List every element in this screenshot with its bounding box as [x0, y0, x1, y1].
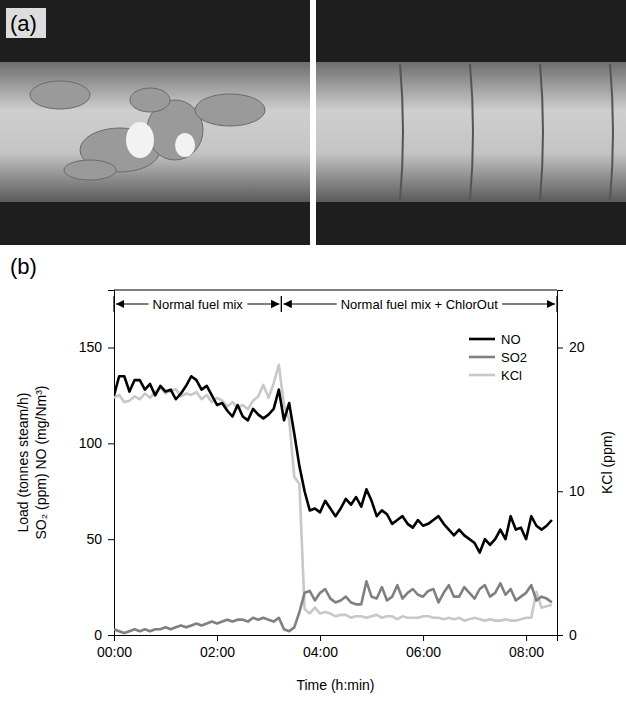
- x-tick-mark: [526, 635, 527, 641]
- y-tick: 150: [79, 339, 114, 355]
- legend-label: SO2: [501, 350, 527, 365]
- y-tick-label: 100: [79, 435, 103, 451]
- series-line: [114, 581, 552, 633]
- y2-tick-label: 0: [569, 627, 577, 643]
- panel-label: (a): [10, 11, 37, 36]
- deposit: [195, 94, 265, 126]
- tube-seam: [470, 64, 473, 200]
- y2-tick-mark: [557, 348, 563, 349]
- y2-tick: 10: [557, 483, 585, 499]
- axis-line: [558, 291, 564, 636]
- bare-metal: [126, 122, 154, 158]
- tube-seam: [610, 64, 613, 200]
- legend-label: KCl: [501, 368, 522, 383]
- x-tick-mark: [320, 635, 321, 641]
- y-tick-label: 150: [79, 339, 103, 355]
- deposit: [30, 81, 90, 109]
- annotation-bar: [281, 296, 282, 312]
- tube: [0, 62, 310, 202]
- annotation-text: Normal fuel mix + ChlorOut: [341, 297, 499, 312]
- label-patch: [6, 8, 46, 38]
- annotation-bar: [281, 296, 282, 312]
- x-tick-label: 02:00: [200, 644, 235, 660]
- panel-a: (a): [0, 0, 626, 245]
- y-tick: 100: [79, 435, 114, 451]
- y2-tick-label: 10: [569, 483, 585, 499]
- y-tick-mark: [108, 348, 114, 349]
- series-line: [114, 376, 552, 552]
- annotation: Normal fuel mix: [114, 296, 281, 313]
- y-tick: 50: [86, 531, 114, 547]
- photo-background: [316, 0, 626, 245]
- y-tick-label: 0: [94, 627, 102, 643]
- x-tick-label: 04:00: [303, 644, 338, 660]
- y-tick-mark: [108, 443, 114, 444]
- annotation-text: Normal fuel mix: [153, 297, 244, 312]
- y2-tick: 0: [557, 627, 577, 643]
- y2-tick: 20: [557, 339, 585, 355]
- y-axis-title: Load (tonnes steam/h): [15, 392, 31, 532]
- x-axis: 00:00 02:00 04:00 06:00 08:00: [97, 635, 558, 660]
- legend: NO SO2 KCl: [469, 332, 527, 383]
- x-tick-label: 08:00: [509, 644, 544, 660]
- axis-line: [115, 636, 558, 642]
- x-axis-title: Time (h:min): [296, 677, 374, 693]
- panel-label: (b): [10, 254, 37, 279]
- tube: [316, 62, 626, 202]
- deposit: [130, 88, 170, 112]
- annotation-patch: [149, 296, 248, 313]
- x-tick: 06:00: [406, 635, 441, 660]
- x-tick-label: 06:00: [406, 644, 441, 660]
- y-tick-mark: [108, 635, 114, 636]
- x-tick-label: 00:00: [97, 644, 132, 660]
- y2-tick-mark: [557, 491, 563, 492]
- legend-swatch: [469, 356, 495, 359]
- y2-tick-mark: [557, 635, 563, 636]
- annotation-bar: [556, 296, 557, 312]
- x-tick: 08:00: [509, 635, 544, 660]
- bare-metal: [175, 133, 195, 157]
- y2-axis: 0 10 20: [557, 291, 585, 643]
- legend-label: NO: [501, 332, 521, 347]
- tube-seam: [540, 64, 543, 200]
- x-tick-mark: [217, 635, 218, 641]
- x-tick-mark: [423, 635, 424, 641]
- y2-axis-title: KCl (ppm): [599, 431, 615, 494]
- x-tick: 02:00: [200, 635, 235, 660]
- annotation: Normal fuel mix + ChlorOut: [281, 296, 557, 313]
- axis-line: [108, 291, 115, 636]
- y-axis-title: SO₂ (ppm) NO (mg/Nm³): [33, 386, 49, 540]
- x-tick: 00:00: [97, 635, 132, 660]
- deposit: [64, 160, 116, 180]
- y2-tick-label: 20: [569, 339, 585, 355]
- chart: (b) 00:00 02:00 04:00 06:00 08:00 0 50 100 150 0 10…: [10, 254, 615, 693]
- y-axis: 0 50 100 150: [79, 291, 115, 643]
- frame-top: [114, 290, 557, 291]
- legend-swatch: [469, 338, 495, 341]
- annotation-patch: [337, 296, 503, 313]
- annotation-bar: [113, 296, 114, 312]
- y-tick-mark: [108, 539, 114, 540]
- legend-swatch: [469, 374, 495, 377]
- tube-seam: [400, 64, 403, 200]
- series-line: [114, 365, 552, 621]
- figure: (a)(b)00:0002:0004:0006:0008:00050100150…: [0, 0, 626, 704]
- photo-background: [0, 0, 310, 245]
- plot-area: [114, 365, 552, 633]
- y-tick: 0: [94, 627, 114, 643]
- x-tick: 04:00: [303, 635, 338, 660]
- y-tick-label: 50: [86, 531, 102, 547]
